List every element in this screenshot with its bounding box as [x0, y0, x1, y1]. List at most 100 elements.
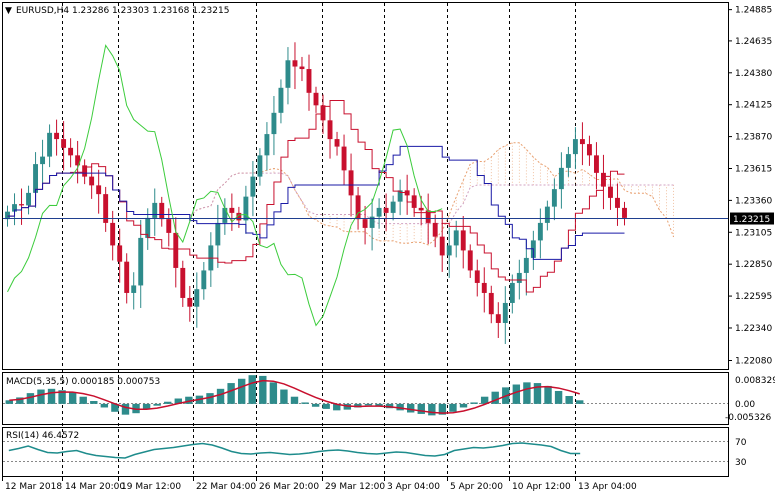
macd-bar	[554, 390, 563, 404]
candle-body	[117, 245, 123, 262]
macd-bar	[533, 383, 542, 404]
macd-bar	[333, 403, 341, 411]
price-tick-label: 1.23360	[735, 196, 772, 206]
candle-body	[608, 186, 613, 198]
macd-bar	[5, 400, 13, 404]
time-tick-label: 19 Mar 12:00	[121, 482, 181, 492]
rsi-tick-30: 30	[735, 458, 747, 468]
candle-body	[166, 219, 172, 233]
candle-body	[348, 170, 354, 196]
candle-body	[418, 207, 424, 211]
candle-body	[306, 69, 312, 93]
time-tick-label: 13 Apr 04:00	[578, 482, 637, 492]
candle-body	[453, 230, 459, 246]
candle-body	[446, 245, 452, 256]
candle-body	[222, 207, 228, 223]
candle-body	[131, 285, 137, 293]
candle-body	[54, 132, 60, 140]
candle-body	[565, 154, 571, 168]
macd-bar	[16, 397, 24, 404]
macd-bar	[311, 403, 320, 407]
candle-body	[33, 164, 39, 193]
candle-body	[481, 282, 487, 293]
macd-bar	[237, 378, 246, 404]
candle-body	[215, 222, 221, 246]
rsi-tick-70: 70	[735, 438, 747, 448]
candle-body	[572, 139, 578, 155]
current-price-tag	[730, 212, 774, 225]
candle-body	[586, 144, 592, 156]
candle-body	[229, 207, 235, 213]
macd-bar	[164, 401, 172, 404]
candle-body	[355, 195, 361, 220]
price-tick-label: 1.22595	[735, 292, 772, 302]
candle-body	[622, 207, 627, 218]
candle-body	[201, 270, 207, 290]
time-tick-label: 22 Mar 04:00	[196, 482, 256, 492]
macd-bar	[576, 400, 584, 404]
time-tick-label: 12 Mar 2018	[5, 482, 62, 492]
macd-bar	[565, 395, 573, 404]
candle-body	[194, 289, 200, 307]
macd-bar	[121, 403, 130, 415]
candle-body	[502, 302, 508, 323]
macd-bar	[259, 375, 267, 404]
macd-bar	[79, 396, 87, 404]
time-tick-label: 10 Apr 12:00	[512, 482, 571, 492]
candle-body	[89, 176, 95, 186]
macd-tick-zero: 0.00	[735, 400, 755, 410]
candle-body	[299, 66, 305, 70]
rsi-title: RSI(14) 46.4572	[6, 431, 79, 441]
macd-signal-line	[9, 379, 580, 414]
candle-body	[488, 292, 494, 315]
candle-body	[257, 155, 263, 177]
macd-bar	[459, 403, 468, 408]
macd-pane-frame	[2, 372, 729, 425]
price-tick-label: 1.22850	[735, 260, 772, 270]
candle-body	[152, 202, 158, 218]
macd-title: MACD(5,35,5) 0.000185 0.000753	[6, 377, 160, 387]
candle-body	[495, 314, 501, 323]
price-tick-label: 1.23105	[735, 228, 772, 238]
macd-bar	[544, 385, 552, 404]
candle-body	[173, 232, 179, 268]
price-pane-frame	[2, 2, 729, 370]
candle-body	[12, 204, 17, 212]
macd-bar	[111, 403, 119, 412]
macd-bar	[153, 403, 161, 406]
macd-bar	[90, 401, 98, 404]
candle-body	[145, 217, 151, 238]
candle-body	[460, 230, 466, 251]
candle-body	[537, 222, 543, 241]
macd-bar	[417, 403, 425, 414]
macd-bar	[301, 402, 309, 404]
candle-body	[439, 236, 445, 256]
macd-bar	[37, 389, 45, 404]
macd-bar	[216, 388, 225, 404]
candle-body	[425, 210, 431, 223]
candle-body	[341, 146, 347, 171]
macd-bar	[322, 403, 330, 409]
price-tick-label: 1.22340	[735, 324, 772, 334]
candle-body	[124, 261, 130, 293]
candle-body	[558, 167, 564, 190]
time-tick-label: 5 Apr 20:00	[450, 482, 503, 492]
price-tick-label: 1.24125	[735, 101, 772, 111]
macd-bar	[354, 403, 362, 408]
current-price-label: 1.23215	[733, 215, 770, 225]
candle-body	[544, 206, 550, 223]
price-tick-label: 1.23870	[735, 133, 772, 143]
candle-body	[264, 134, 270, 156]
candle-body	[432, 222, 438, 237]
candle-body	[313, 92, 319, 106]
title-arrow: ▼	[5, 6, 12, 16]
candle-body	[285, 60, 291, 88]
macd-bar	[449, 403, 457, 412]
candle-body	[5, 211, 10, 220]
candle-body	[523, 257, 529, 273]
macd-bar	[280, 389, 288, 404]
candle-body	[376, 207, 382, 217]
rsi-pane-frame	[2, 427, 729, 477]
